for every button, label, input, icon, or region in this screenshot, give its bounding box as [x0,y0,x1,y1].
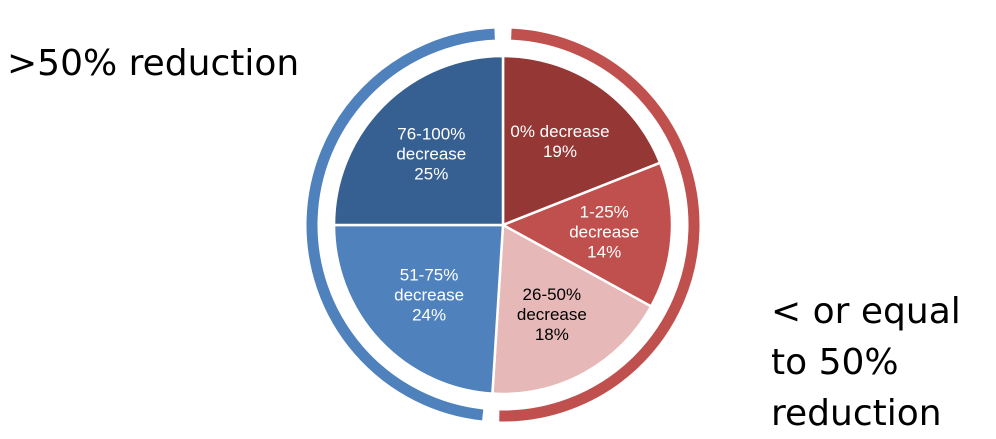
slice-label-line: decrease [517,305,587,324]
slice-label-1-25-decrease: 1-25% decrease 14% [569,202,639,261]
slice-label-line: 76-100% [397,124,465,143]
group-ring-or-equal-to-50-reduction [499,28,700,422]
slice-label-line: 1-25% [580,202,629,221]
pie-slice-76-100-decrease [332,54,505,227]
slice-label-line: 26-50% [523,285,582,304]
pie-slice-0-decrease [501,54,662,227]
pie-slice-1-25-decrease [500,161,674,309]
slice-label-line: 14% [587,242,621,261]
slice-label-51-75-decrease: 51-75% decrease 24% [394,265,464,324]
slice-label-line: decrease [394,285,464,304]
slice-labels: 0% decrease 19%1-25% decrease 14%26-50% decr… [394,122,639,344]
slice-label-line: 24% [412,305,446,324]
slice-label-line: 19% [543,142,577,161]
group-ring-50-reduction [306,28,495,421]
slice-label-line: decrease [569,222,639,241]
group-rings [306,28,700,422]
pie-slice-26-50-decrease [491,222,653,396]
slice-label-line: decrease [396,144,466,163]
slice-label-line: 18% [535,325,569,344]
slice-label-line: 51-75% [400,265,459,284]
slice-label-0-decrease: 0% decrease 19% [510,122,609,161]
group-label-over-50: >50% reduction [7,43,300,84]
pie-slices [332,54,674,396]
pie-slice-51-75-decrease [332,223,505,395]
group-label-line: reduction [771,393,942,434]
group-label-line: < or equal [771,291,961,332]
slice-label-26-50-decrease: 26-50% decrease 18% [517,285,587,344]
group-label-line: to 50% [771,342,899,383]
group-label-under-50: < or equal to 50% reduction [771,286,961,439]
slice-label-line: 0% decrease [510,122,609,141]
slice-label-76-100-decrease: 76-100% decrease 25% [396,124,466,183]
slice-label-line: 25% [414,164,448,183]
